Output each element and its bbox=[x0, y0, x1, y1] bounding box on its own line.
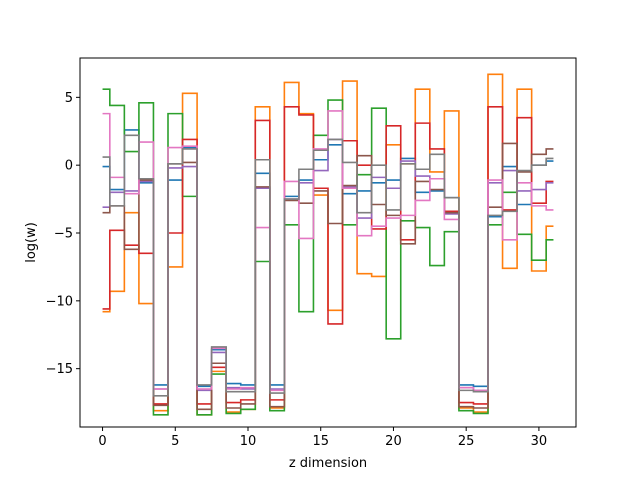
y-axis-ticks: 5 0 −5 −10 −15 bbox=[46, 91, 80, 377]
series-line-3 bbox=[102, 106, 554, 405]
x-tick-label: 10 bbox=[240, 434, 257, 449]
x-tick-label: 0 bbox=[98, 434, 106, 449]
plot-frame bbox=[79, 57, 577, 428]
x-axis-ticks: 0 5 10 15 20 25 30 bbox=[98, 427, 547, 449]
x-axis-label: z dimension bbox=[289, 456, 367, 471]
x-tick-label: 15 bbox=[312, 434, 329, 449]
y-axis-label: log(w) bbox=[24, 222, 39, 263]
series-line-7 bbox=[102, 134, 554, 397]
x-tick-label: 25 bbox=[458, 434, 475, 449]
y-tick-label: −15 bbox=[46, 362, 73, 377]
x-tick-label: 20 bbox=[385, 434, 402, 449]
y-tick-label: 0 bbox=[65, 159, 73, 174]
x-tick-label: 5 bbox=[171, 434, 179, 449]
series-line-6 bbox=[102, 110, 554, 392]
y-tick-label: −5 bbox=[54, 227, 73, 242]
y-tick-label: −10 bbox=[46, 294, 73, 309]
series-layer bbox=[102, 73, 554, 416]
x-tick-label: 30 bbox=[531, 434, 548, 449]
y-tick-label: 5 bbox=[65, 91, 73, 106]
